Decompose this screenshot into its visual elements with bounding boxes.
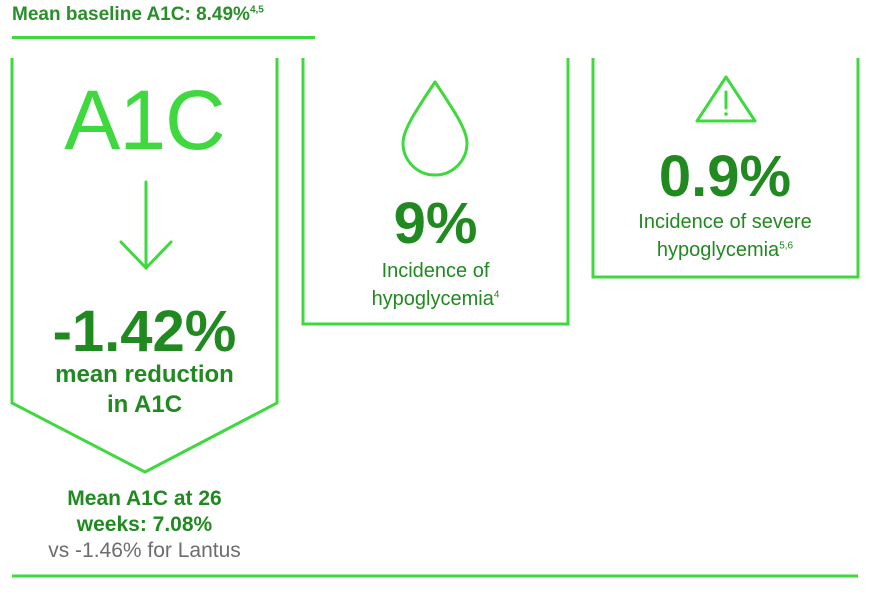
droplet-icon xyxy=(401,80,469,177)
severe-line2-wrap: hypoglycemia5,6 xyxy=(592,236,858,264)
mean-a1c-line1: Mean A1C at 26 xyxy=(67,487,222,510)
a1c-reduction-description: mean reduction in A1C xyxy=(12,360,277,420)
warning-icon xyxy=(695,75,757,123)
baseline-footnote: 4,5 xyxy=(249,4,264,16)
header-divider xyxy=(12,36,315,39)
a1c-reduction-value: -1.42% xyxy=(52,299,237,364)
a1c-reduction-line2: in A1C xyxy=(106,391,183,418)
hypoglycemia-line2-wrap: hypoglycemia4 xyxy=(303,285,568,313)
mean-a1c-result: Mean A1C at 26 weeks: 7.08% xyxy=(12,486,277,538)
hypoglycemia-line1: Incidence of xyxy=(381,260,490,282)
hypoglycemia-footnote: 4 xyxy=(493,289,500,301)
lantus-comparison: vs -1.46% for Lantus xyxy=(48,539,241,562)
severe-frame xyxy=(591,58,860,279)
a1c-reduction-line1: mean reduction xyxy=(55,361,234,388)
baseline-header: Mean baseline A1C: 8.49%4,5 xyxy=(12,4,264,26)
a1c-arrow-frame xyxy=(10,58,279,474)
severe-footnote: 5,6 xyxy=(779,240,794,252)
hypoglycemia-frame xyxy=(301,58,570,326)
down-arrow-icon xyxy=(119,180,173,271)
mean-a1c-line2: weeks: 7.08% xyxy=(76,513,213,536)
baseline-text: Mean baseline A1C: 8.49% xyxy=(12,4,250,25)
severe-line2: hypoglycemia xyxy=(656,239,780,261)
hypoglycemia-description: Incidence of hypoglycemia4 xyxy=(303,257,568,313)
hypoglycemia-value: 9% xyxy=(393,191,478,256)
a1c-label: A1C xyxy=(64,73,225,167)
severe-hypoglycemia-value: 0.9% xyxy=(658,144,792,209)
hypoglycemia-line2: hypoglycemia xyxy=(371,288,494,310)
severe-line1: Incidence of severe xyxy=(638,211,812,233)
severe-hypoglycemia-description: Incidence of severe hypoglycemia5,6 xyxy=(592,208,858,264)
